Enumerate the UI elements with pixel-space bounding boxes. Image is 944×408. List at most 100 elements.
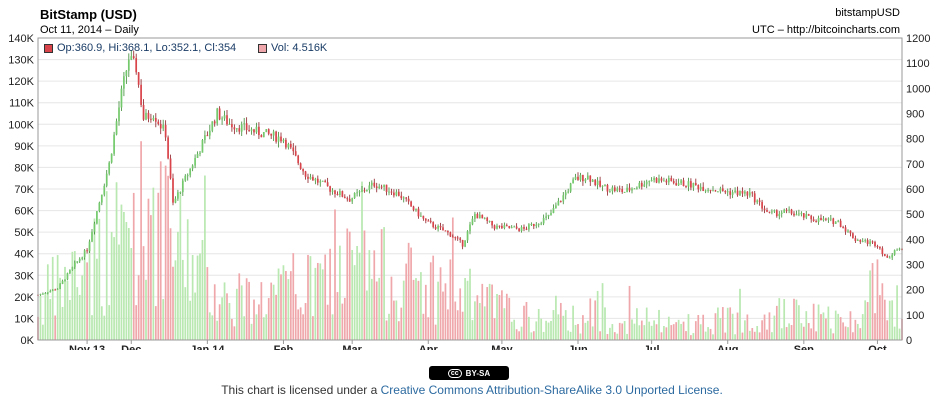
candle-body: [348, 198, 351, 202]
candle-body: [714, 190, 717, 192]
volume-bar: [501, 290, 503, 340]
candle-body: [78, 258, 81, 262]
candle-body: [309, 176, 312, 179]
candle-body: [61, 280, 64, 284]
volume-bar: [758, 332, 761, 340]
candle-body: [93, 223, 96, 232]
volume-bar: [567, 330, 570, 340]
date-tick-label: Apr: [419, 344, 439, 350]
candle-body: [147, 112, 150, 119]
price-volume-chart[interactable]: 0K 10K 20K 30K 40K 50K 60K 70K 80K 90K 100K 110K 120…: [0, 0, 944, 350]
volume-bar: [827, 306, 830, 340]
volume-bar: [685, 331, 687, 340]
candle-body: [361, 190, 363, 192]
candle-body: [746, 191, 749, 196]
price-tick-label: 100: [906, 310, 924, 322]
volume-bar: [459, 288, 462, 340]
candle-body: [525, 228, 528, 230]
volume-bar: [304, 303, 307, 340]
volume-bar: [660, 332, 663, 340]
candle-body: [199, 152, 201, 154]
candle-body: [385, 184, 388, 192]
volume-bar: [825, 318, 827, 340]
candle-body: [64, 279, 66, 281]
candle-body: [302, 168, 304, 172]
candle-body: [557, 200, 560, 206]
volume-bar: [697, 315, 700, 340]
candle-body: [88, 241, 91, 252]
candle-body: [397, 191, 400, 196]
date-tick-label: Dec: [121, 344, 141, 350]
candle-body: [272, 131, 275, 136]
candle-body: [844, 227, 847, 232]
volume-bar: [690, 335, 692, 340]
candle-body: [420, 215, 422, 217]
ohlc-values: Op:360.9, Hi:368.1, Lo:352.1, Cl:354: [57, 42, 237, 54]
volume-bar: [481, 283, 484, 340]
candle-body: [724, 190, 727, 193]
volume-bar: [761, 320, 763, 340]
volume-bar: [400, 307, 403, 340]
volume-bar: [545, 320, 547, 340]
volume-bar: [645, 307, 648, 340]
volume-bar: [123, 212, 125, 340]
candle-body: [231, 123, 233, 128]
volume-bar: [508, 297, 511, 340]
volume-bar: [476, 295, 479, 340]
volume-bar: [218, 304, 221, 340]
candle-body: [859, 240, 862, 242]
volume-bar: [719, 318, 722, 340]
candle-body: [100, 194, 103, 203]
candle-body: [466, 231, 469, 241]
candle-body: [324, 180, 327, 183]
candle-body: [218, 108, 221, 120]
volume-bar: [231, 318, 233, 340]
candle-body: [390, 191, 393, 193]
volume-bar: [618, 322, 621, 340]
candle-body: [150, 118, 152, 120]
volume-bar: [562, 315, 565, 340]
candle-body: [643, 184, 646, 187]
volume-tick-label: 120K: [8, 76, 34, 88]
volume-bar: [69, 300, 71, 340]
volume-bar: [260, 282, 263, 340]
cc-badge-label: BY-SA: [465, 368, 491, 378]
volume-bar: [748, 330, 751, 340]
volume-bar: [199, 253, 201, 340]
candle-body: [186, 175, 189, 177]
date-tick-label: Sep: [794, 344, 814, 350]
candle-body: [537, 223, 540, 225]
volume-bar: [76, 287, 79, 340]
candle-body: [663, 180, 665, 182]
volume-bar: [871, 263, 874, 340]
volume-bar: [174, 260, 177, 340]
volume-bar: [167, 175, 169, 340]
candle-body: [201, 140, 204, 153]
candle-body: [636, 187, 638, 189]
candle-body: [439, 225, 442, 228]
volume-bar: [856, 323, 859, 340]
volume-bar: [837, 313, 840, 340]
cc-license-badge[interactable]: cc BY-SA: [429, 366, 509, 380]
volume-bar: [341, 303, 344, 340]
volume-bar: [805, 311, 808, 340]
volume-bar: [628, 285, 631, 340]
candle-body: [582, 174, 584, 182]
candle-body: [297, 155, 300, 164]
candle-body: [717, 191, 719, 193]
volume-bar: [898, 328, 901, 340]
volume-bar: [864, 300, 867, 340]
volume-bar: [64, 266, 66, 340]
candle-body: [856, 240, 859, 242]
volume-bar: [223, 282, 226, 340]
candle-body: [275, 131, 277, 142]
price-axis: 0 100 200 300 400 500 600 700 800 900 1000 1100 1200: [906, 33, 930, 347]
volume-bar: [380, 229, 383, 340]
volume-bar: [120, 204, 123, 340]
candle-body: [312, 176, 314, 181]
volume-axis: 0K 10K 20K 30K 40K 50K 60K 70K 80K 90K 100K 110K 120…: [8, 33, 34, 347]
license-link[interactable]: Creative Commons Attribution-ShareAlike …: [380, 383, 723, 397]
volume-bar: [677, 319, 680, 340]
price-tick-label: 1100: [906, 58, 930, 70]
candle-body: [572, 179, 574, 184]
